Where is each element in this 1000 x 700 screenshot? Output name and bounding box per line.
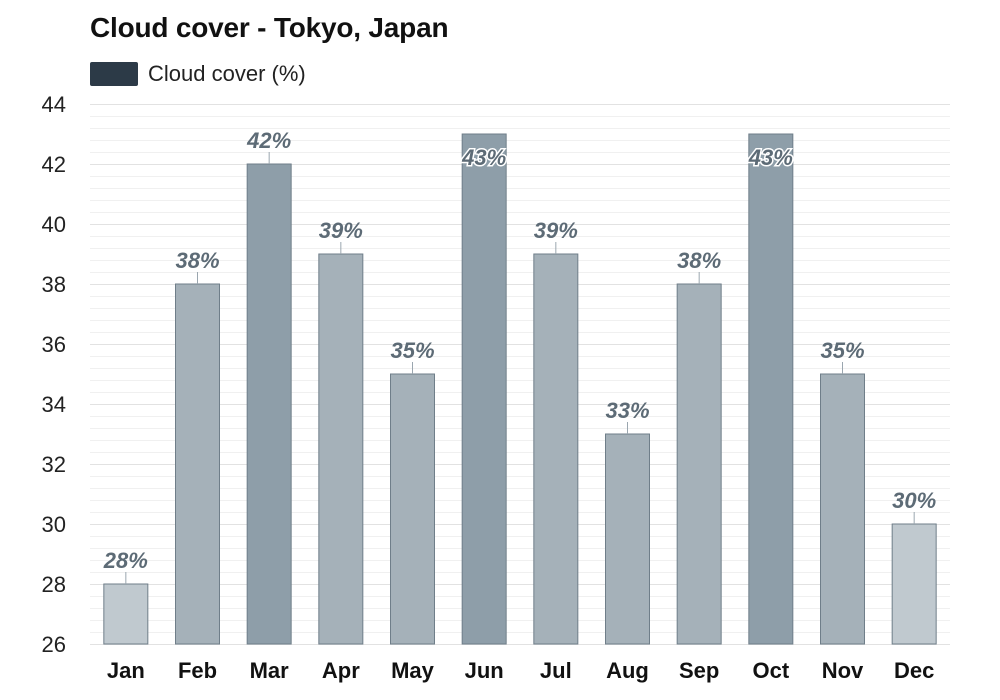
- x-axis-ticks: Jan Feb Mar Apr May Jun Jul Aug Sep Oct Nov Dec: [107, 658, 934, 683]
- data-label: 38%: [175, 248, 219, 273]
- x-tick-label: Sep: [679, 658, 719, 683]
- bar-jan: [103, 583, 149, 645]
- x-tick-label: Aug: [606, 658, 649, 683]
- legend-swatch: [90, 62, 138, 86]
- bar-jul: [533, 253, 579, 645]
- data-label: 43%: [461, 145, 506, 170]
- x-tick-label: Feb: [178, 658, 217, 683]
- bar-feb: [175, 283, 220, 645]
- y-tick-label: 30: [42, 512, 66, 537]
- bar-apr: [318, 253, 364, 645]
- x-tick-label: Jul: [540, 658, 572, 683]
- y-tick-label: 32: [42, 452, 66, 477]
- bar-jun: [461, 133, 507, 645]
- chart-title: Cloud cover - Tokyo, Japan: [90, 12, 449, 43]
- bar-nov: [820, 373, 865, 645]
- bar-aug: [605, 433, 650, 645]
- x-tick-label: Apr: [322, 658, 360, 683]
- bar-may: [390, 373, 435, 645]
- y-tick-label: 36: [42, 332, 66, 357]
- y-tick-label: 42: [42, 152, 66, 177]
- grid-lines: [90, 104, 950, 645]
- x-tick-label: Jun: [465, 658, 504, 683]
- bar-dec: [891, 523, 937, 645]
- bar-mar: [246, 163, 292, 645]
- data-label: 33%: [605, 398, 649, 423]
- y-axis-ticks: 26 28 30 32 34 36 38 40 42 44: [42, 92, 66, 657]
- x-tick-label: May: [391, 658, 435, 683]
- data-labels: 28% 38% 42% 39% 35% 43% 39% 33% 38% 43% 35% 30%: [103, 128, 936, 584]
- bar-oct: [748, 133, 794, 645]
- y-tick-label: 34: [42, 392, 66, 417]
- bars: [103, 133, 937, 645]
- x-tick-label: Nov: [822, 658, 864, 683]
- data-label: 39%: [319, 218, 363, 243]
- y-tick-label: 38: [42, 272, 66, 297]
- data-label: 35%: [390, 338, 434, 363]
- x-tick-label: Mar: [250, 658, 290, 683]
- y-tick-label: 28: [42, 572, 66, 597]
- data-label: 38%: [677, 248, 721, 273]
- x-tick-label: Oct: [752, 658, 789, 683]
- x-tick-label: Dec: [894, 658, 934, 683]
- y-tick-label: 26: [42, 632, 66, 657]
- y-tick-label: 44: [42, 92, 66, 117]
- data-label: 42%: [246, 128, 291, 153]
- legend-label: Cloud cover (%): [148, 61, 306, 86]
- data-label: 43%: [748, 145, 793, 170]
- data-label: 28%: [103, 548, 148, 573]
- x-tick-label: Jan: [107, 658, 145, 683]
- y-tick-label: 40: [42, 212, 66, 237]
- bar-sep: [676, 283, 722, 645]
- data-label: 30%: [892, 488, 936, 513]
- data-label: 35%: [820, 338, 864, 363]
- data-label: 39%: [534, 218, 578, 243]
- legend[interactable]: Cloud cover (%): [90, 61, 306, 87]
